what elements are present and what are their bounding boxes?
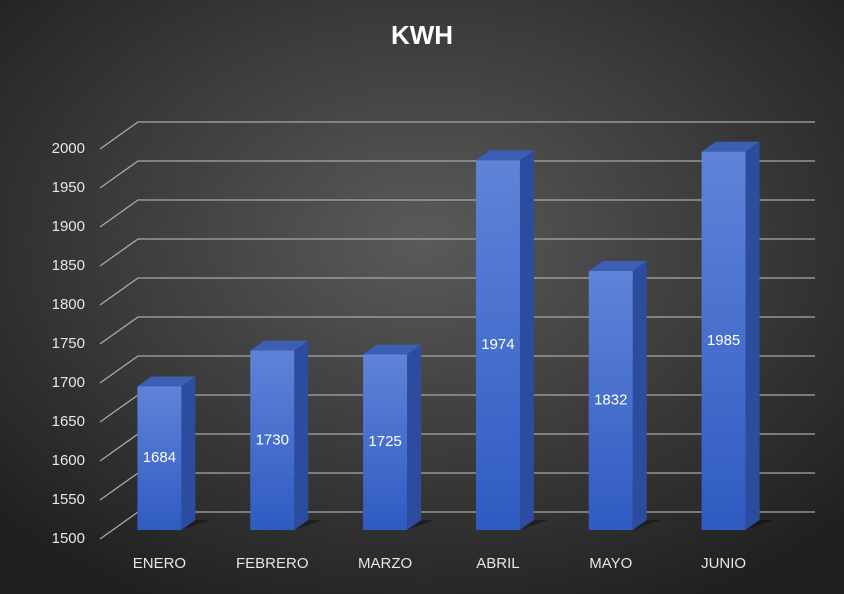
bar-side bbox=[181, 376, 196, 530]
grid-line bbox=[99, 238, 815, 267]
x-tick-label: MAYO bbox=[589, 555, 632, 572]
bar-side bbox=[407, 344, 422, 530]
bar bbox=[137, 386, 182, 530]
y-tick-label: 2000 bbox=[52, 140, 85, 157]
bar-top bbox=[250, 340, 309, 351]
y-tick-label: 1650 bbox=[52, 413, 85, 430]
bar-side bbox=[294, 340, 309, 530]
bar-side bbox=[745, 141, 760, 530]
bar bbox=[475, 160, 520, 530]
data-label: 1974 bbox=[481, 336, 514, 353]
bar bbox=[701, 151, 746, 530]
x-tick-label: ENERO bbox=[133, 555, 186, 572]
grid-line bbox=[99, 160, 815, 189]
bar-side bbox=[632, 261, 647, 530]
bar-side bbox=[519, 150, 534, 530]
data-label: 1684 bbox=[143, 449, 176, 466]
y-tick-label: 1900 bbox=[52, 218, 85, 235]
bar-top bbox=[363, 344, 422, 355]
bar-top bbox=[701, 141, 760, 152]
grid-line bbox=[99, 199, 815, 228]
x-tick-label: JUNIO bbox=[701, 555, 746, 572]
bar-top bbox=[137, 376, 196, 387]
x-tick-label: MARZO bbox=[358, 555, 412, 572]
y-tick-label: 1500 bbox=[52, 530, 85, 547]
y-tick-label: 1750 bbox=[52, 335, 85, 352]
y-tick-label: 1600 bbox=[52, 452, 85, 469]
bar bbox=[250, 350, 295, 530]
y-tick-label: 1550 bbox=[52, 491, 85, 508]
data-label: 1725 bbox=[368, 433, 401, 450]
bar bbox=[588, 271, 633, 530]
data-label: 1730 bbox=[256, 431, 289, 448]
data-label: 1832 bbox=[594, 391, 627, 408]
data-label: 1985 bbox=[707, 332, 740, 349]
x-tick-label: ABRIL bbox=[476, 555, 519, 572]
grid-line bbox=[99, 121, 815, 150]
bar-top bbox=[588, 261, 647, 272]
chart-title: KWH bbox=[391, 20, 453, 50]
y-tick-label: 1950 bbox=[52, 179, 85, 196]
bar bbox=[363, 354, 408, 530]
y-tick-label: 1800 bbox=[52, 296, 85, 313]
y-tick-label: 1850 bbox=[52, 257, 85, 274]
bar-top bbox=[475, 150, 534, 161]
y-tick-label: 1700 bbox=[52, 374, 85, 391]
x-tick-label: FEBRERO bbox=[236, 555, 309, 572]
